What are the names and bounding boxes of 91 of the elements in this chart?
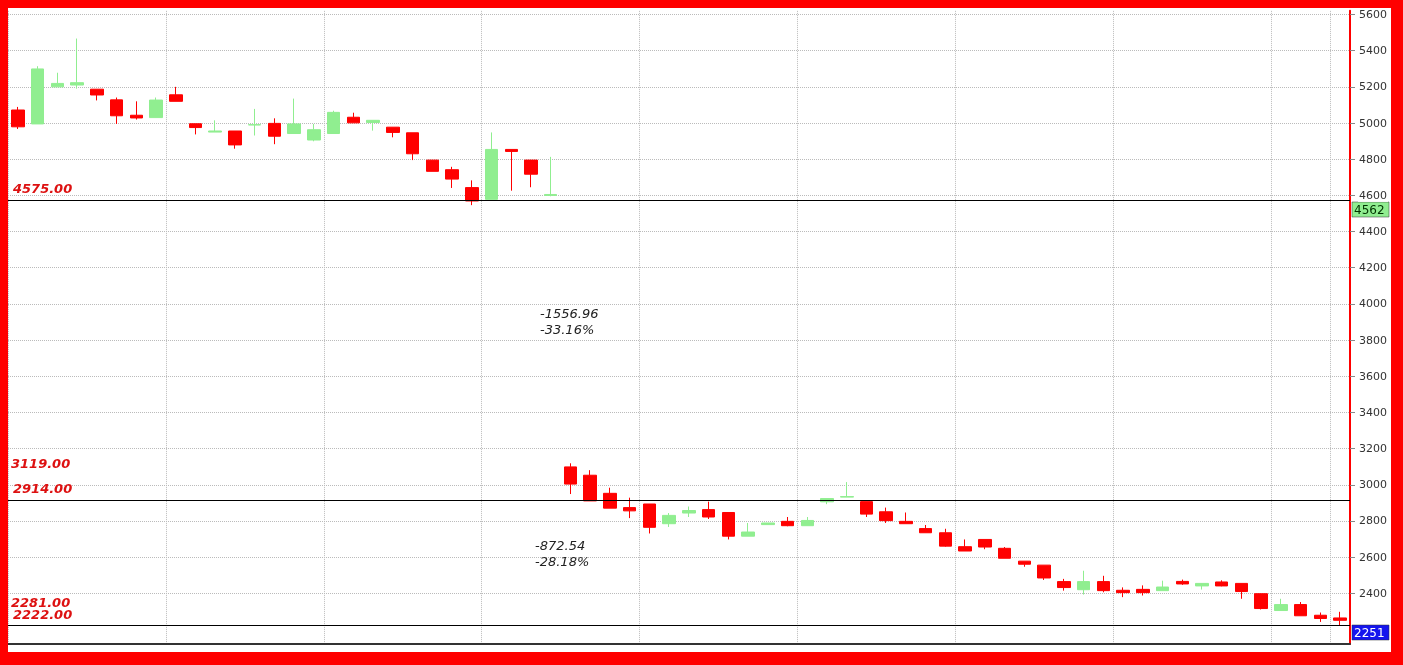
candlestick: [1057, 578, 1071, 592]
candlestick: [485, 131, 498, 200]
candlestick: [603, 487, 617, 509]
candlestick: [130, 100, 143, 121]
candlestick: [1136, 584, 1150, 597]
candlestick: [347, 112, 360, 124]
candlestick: [544, 156, 557, 197]
candlestick: [1037, 564, 1051, 581]
ref-line-label: 4575.00: [12, 180, 73, 196]
annotation: 3119.00: [11, 456, 71, 471]
y-tick-label: 4800: [1359, 152, 1388, 166]
y-tick-label: 5600: [1359, 7, 1388, 21]
y-tick-label: 5200: [1359, 80, 1388, 94]
y-tick-label: 4200: [1359, 261, 1388, 275]
candlestick: [228, 130, 242, 150]
candlestick: [623, 497, 636, 519]
candlestick: [465, 179, 479, 206]
candlestick: [1176, 579, 1189, 586]
annotation: -872.54 -28.18%: [535, 537, 590, 569]
candlestick: [70, 38, 84, 90]
candlestick: [1274, 598, 1288, 612]
candlestick: [840, 481, 854, 498]
candlestick: [1195, 582, 1209, 591]
candlestick: [149, 97, 163, 119]
y-tick-label: 4600: [1359, 188, 1388, 202]
candlestick: [958, 538, 972, 552]
candlestick: [978, 538, 992, 550]
candlestick: [169, 86, 183, 102]
candlestick: [761, 522, 775, 526]
y-tick-label: 2800: [1359, 514, 1388, 528]
candlestick: [445, 166, 459, 189]
candlestick: [643, 503, 656, 534]
y-tick-label: 3800: [1359, 333, 1388, 347]
candlestick: [11, 106, 25, 130]
candlestick: [564, 462, 577, 495]
candlestick: [1294, 601, 1307, 617]
y-tick-label: 2600: [1359, 550, 1388, 564]
candlestick: [1018, 560, 1031, 568]
candlestick: [879, 507, 893, 524]
candlestick: [722, 511, 735, 540]
candlestick: [1156, 580, 1169, 592]
candlestick: [662, 512, 676, 528]
candlestick: [386, 126, 400, 138]
y-tick-label: 3600: [1359, 369, 1388, 383]
y-tick-label: 5000: [1359, 116, 1388, 130]
candlestick: [1116, 586, 1130, 598]
candlestick: [268, 117, 281, 145]
candlestick: [939, 528, 952, 548]
candlestick: [505, 148, 518, 192]
text: 4562: [1354, 203, 1385, 217]
y-tick-label: 5400: [1359, 44, 1388, 58]
candlestick: [307, 123, 321, 142]
candlestick: [366, 119, 380, 132]
candlestick: [1215, 579, 1228, 587]
candlestick: [682, 506, 696, 518]
annotation: -1556.96 -33.16%: [540, 305, 599, 337]
candlestick: [1314, 612, 1327, 623]
candlestick: [189, 123, 202, 135]
y-tick-label: 4400: [1359, 225, 1388, 239]
candlestick: [1077, 570, 1090, 596]
candlestick: [1254, 593, 1268, 610]
candlestick: [327, 110, 340, 135]
candlestick: [919, 524, 932, 534]
candlestick: [1235, 582, 1248, 600]
candlestick: [860, 501, 873, 518]
candlestick: [1333, 611, 1347, 627]
candlestick: [998, 546, 1011, 559]
candlestick: [899, 511, 913, 525]
candlestick: [90, 88, 104, 101]
candlestick: [51, 72, 64, 88]
candlestick: [406, 132, 419, 161]
ref-line-label: 2914.00: [13, 481, 73, 497]
candlestick: [583, 469, 597, 502]
candlestick: [426, 159, 439, 172]
candlestick: [208, 119, 222, 133]
candlestick: [110, 97, 123, 125]
candlestick: [31, 65, 44, 125]
y-tick-label: 3200: [1359, 442, 1388, 456]
candlestick: [781, 516, 794, 527]
candlestick: [801, 516, 814, 527]
y-tick-label: 2400: [1359, 586, 1388, 600]
candlestick: [287, 98, 301, 135]
candlestick: [702, 501, 715, 520]
candlestick: [1097, 575, 1110, 593]
candlestick: [741, 522, 755, 537]
text: 2251: [1354, 626, 1385, 640]
y-tick-label: 4000: [1359, 297, 1388, 311]
candlestick: [524, 159, 538, 188]
y-tick-label: 3400: [1359, 405, 1388, 419]
candlestick: [248, 108, 261, 137]
y-tick-label: 3000: [1359, 478, 1388, 492]
